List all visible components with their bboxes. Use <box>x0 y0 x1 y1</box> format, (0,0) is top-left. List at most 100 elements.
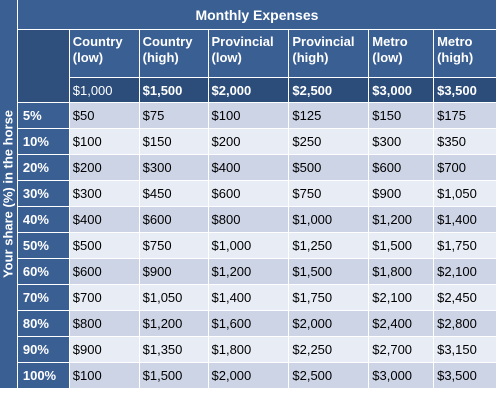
column-header-line2: (high) <box>437 50 474 65</box>
row-share-label: 10% <box>17 129 70 155</box>
row-share-label: 30% <box>17 181 70 207</box>
row-share-label: 90% <box>17 337 70 363</box>
table-cell: $2,800 <box>434 311 497 337</box>
table-cell: $1,400 <box>208 285 290 311</box>
table-cell: $900 <box>369 181 435 207</box>
table-cell: $100 <box>69 363 140 389</box>
table-cell: $800 <box>69 311 140 337</box>
column-header: Metro (high) <box>434 30 497 78</box>
column-amount: $2,000 <box>208 78 290 103</box>
column-amount: $1,500 <box>139 78 209 103</box>
side-axis-label: Your share (%) in the horse <box>0 109 16 279</box>
table-row: 30% $300 $450 $600 $750 $900 $1,050 <box>0 181 497 207</box>
table-cell: $3,000 <box>369 363 435 389</box>
table-cell: $2,100 <box>434 259 497 285</box>
table-cell: $125 <box>289 103 370 129</box>
column-header-line1: Country <box>142 34 193 49</box>
table-cell: $100 <box>208 103 290 129</box>
column-header-line1: Provincial <box>211 34 274 49</box>
header-corner <box>17 30 70 103</box>
table-cell: $700 <box>69 285 140 311</box>
table-cell: $2,250 <box>289 337 370 363</box>
table-row: 5% $50 $75 $100 $125 $150 $175 <box>0 103 497 129</box>
table-cell: $175 <box>434 103 497 129</box>
column-header-line2: (low) <box>72 50 104 65</box>
table-cell: $2,500 <box>289 363 370 389</box>
table-cell: $600 <box>69 259 140 285</box>
table-cell: $600 <box>369 155 435 181</box>
column-header: Metro (low) <box>369 30 435 78</box>
column-header: Provincial (low) <box>208 30 290 78</box>
table-cell: $500 <box>69 233 140 259</box>
table-row: 20% $200 $300 $400 $500 $600 $700 <box>0 155 497 181</box>
table-cell: $1,750 <box>434 233 497 259</box>
table-cell: $200 <box>208 129 290 155</box>
column-header-line2: (low) <box>372 50 403 65</box>
side-axis-label-cell: Your share (%) in the horse <box>0 0 18 389</box>
table-cell: $2,700 <box>369 337 435 363</box>
row-share-label: 100% <box>17 363 70 389</box>
table-row: 60% $600 $900 $1,200 $1,500 $1,800 $2,100 <box>0 259 497 285</box>
column-header: Country (low) <box>69 30 140 78</box>
row-share-label: 40% <box>17 207 70 233</box>
column-header-line1: Provincial <box>292 34 355 49</box>
column-amount: $2,500 <box>289 78 370 103</box>
row-share-label: 5% <box>17 103 70 129</box>
table-cell: $750 <box>289 181 370 207</box>
column-header: Country (high) <box>139 30 209 78</box>
table-cell: $1,050 <box>434 181 497 207</box>
table-cell: $1,800 <box>369 259 435 285</box>
table-cell: $1,800 <box>208 337 290 363</box>
table-cell: $3,150 <box>434 337 497 363</box>
table-cell: $2,100 <box>369 285 435 311</box>
table-cell: $300 <box>139 155 209 181</box>
table-cell: $2,400 <box>369 311 435 337</box>
table-cell: $900 <box>139 259 209 285</box>
table-row: 70% $700 $1,050 $1,400 $1,750 $2,100 $2,450 <box>0 285 497 311</box>
table-cell: $75 <box>139 103 209 129</box>
table-cell: $1,750 <box>289 285 370 311</box>
table-cell: $1,000 <box>289 207 370 233</box>
table-cell: $1,600 <box>208 311 290 337</box>
column-amount: $3,500 <box>434 78 497 103</box>
row-share-label: 60% <box>17 259 70 285</box>
table-cell: $150 <box>139 129 209 155</box>
column-header: Provincial (high) <box>289 30 370 78</box>
table-row: 10% $100 $150 $200 $250 $300 $350 <box>0 129 497 155</box>
table-cell: $750 <box>139 233 209 259</box>
expenses-table: Your share (%) in the horse Monthly Expe… <box>0 0 497 389</box>
column-amount: $3,000 <box>369 78 435 103</box>
table-cell: $1,250 <box>289 233 370 259</box>
table-cell: $150 <box>369 103 435 129</box>
table-cell: $300 <box>369 129 435 155</box>
table-cell: $2,000 <box>208 363 290 389</box>
table-cell: $400 <box>208 155 290 181</box>
table-cell: $100 <box>69 129 140 155</box>
row-share-label: 70% <box>17 285 70 311</box>
column-amount: $1,000 <box>69 78 140 103</box>
table-cell: $1,500 <box>289 259 370 285</box>
table-cell: $1,200 <box>139 311 209 337</box>
table-cell: $300 <box>69 181 140 207</box>
column-header-line2: (low) <box>211 50 242 65</box>
table-cell: $1,500 <box>369 233 435 259</box>
table-cell: $1,500 <box>139 363 209 389</box>
table-cell: $1,400 <box>434 207 497 233</box>
table-cell: $800 <box>208 207 290 233</box>
table-cell: $450 <box>139 181 209 207</box>
table-title: Monthly Expenses <box>17 0 497 30</box>
column-header-line2: (high) <box>292 50 329 65</box>
table-cell: $2,000 <box>289 311 370 337</box>
column-header-line2: (high) <box>142 50 179 65</box>
column-header-line1: Country <box>72 34 123 49</box>
table-cell: $600 <box>208 181 290 207</box>
column-header-line1: Metro <box>437 34 473 49</box>
table-cell: $1,200 <box>369 207 435 233</box>
table-cell: $1,350 <box>139 337 209 363</box>
table-cell: $1,050 <box>139 285 209 311</box>
table-cell: $250 <box>289 129 370 155</box>
table-cell: $400 <box>69 207 140 233</box>
table-row: 40% $400 $600 $800 $1,000 $1,200 $1,400 <box>0 207 497 233</box>
table-row: 100% $100 $1,500 $2,000 $2,500 $3,000 $3,500 <box>0 363 497 389</box>
